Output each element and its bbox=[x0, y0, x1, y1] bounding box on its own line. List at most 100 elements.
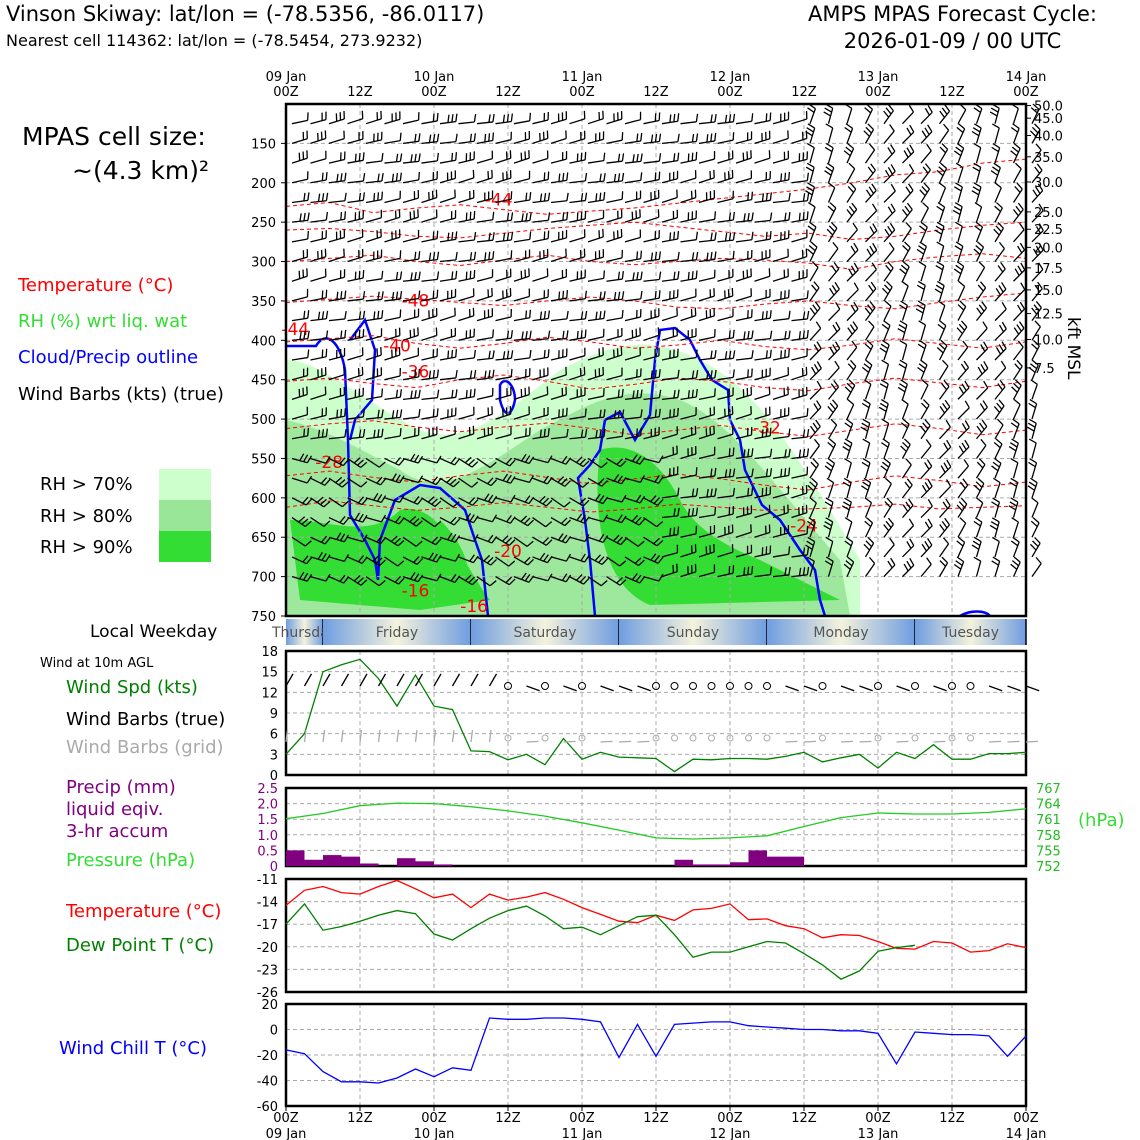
surface-wind-barb bbox=[414, 673, 424, 687]
wind-barb bbox=[717, 113, 736, 125]
wind-barb-flag bbox=[784, 449, 787, 458]
wind-barb-flag bbox=[488, 251, 491, 260]
wind-barb-flag bbox=[399, 132, 402, 141]
wind-barb bbox=[495, 387, 512, 401]
wind-barb-shaft bbox=[421, 517, 436, 528]
wind-barb bbox=[809, 301, 821, 322]
wind-barb-shaft bbox=[310, 337, 327, 341]
wind-barb bbox=[587, 347, 604, 361]
wind-barb-flag bbox=[784, 172, 787, 181]
wind-barb-flag bbox=[527, 519, 534, 527]
wind-barb-flag bbox=[418, 368, 421, 377]
wind-barb-flag bbox=[853, 282, 859, 290]
wind-barb-flag bbox=[908, 164, 915, 172]
wind-barb-shaft bbox=[1031, 442, 1037, 459]
wind-barb-shaft bbox=[384, 576, 399, 585]
wind-barb-flag bbox=[934, 229, 943, 235]
wind-barb-shaft bbox=[476, 576, 491, 587]
wind-barb-flag bbox=[852, 321, 859, 329]
wind-barb-flag bbox=[303, 454, 309, 462]
wind-barb-flag bbox=[843, 563, 851, 570]
wind-barb-shaft bbox=[975, 206, 983, 223]
wind-barb bbox=[569, 130, 586, 145]
wind-barb-flag bbox=[923, 399, 930, 406]
wind-barb-shaft bbox=[310, 356, 327, 361]
wind-barb-shaft bbox=[920, 150, 932, 164]
wind-barb bbox=[606, 153, 625, 164]
pressure-line bbox=[285, 802, 1027, 840]
wind-barb-flag bbox=[543, 310, 547, 320]
wind-barb bbox=[698, 467, 717, 479]
wind-barb-shaft bbox=[883, 383, 889, 400]
wind-barb bbox=[1031, 320, 1041, 341]
wind-barb-flag bbox=[882, 339, 890, 346]
wind-barb-shaft bbox=[643, 517, 658, 528]
wind-barb bbox=[901, 241, 911, 262]
kft-tick-label: 7.5 bbox=[1034, 362, 1055, 377]
wind-barb bbox=[310, 171, 328, 184]
wind-barb-flag bbox=[769, 468, 773, 477]
wind-barb-shaft bbox=[532, 237, 549, 243]
wind-barb-shaft bbox=[938, 543, 950, 558]
wind-barb-flag bbox=[381, 191, 384, 200]
wind-barb bbox=[495, 576, 516, 586]
wind-barb-shaft bbox=[827, 501, 834, 518]
wind-barb-flag bbox=[1011, 146, 1019, 153]
wind-barb-shaft bbox=[365, 576, 380, 587]
wind-barb bbox=[439, 327, 457, 341]
wind-barb-shaft bbox=[754, 512, 770, 519]
calm-wind-circle-grid bbox=[967, 734, 974, 742]
temperature-contour-label: -44 bbox=[281, 320, 309, 340]
wind-barb bbox=[550, 516, 571, 527]
wind-barb-shaft bbox=[587, 298, 604, 302]
wind-barb bbox=[513, 112, 532, 125]
wind-barb bbox=[807, 477, 818, 499]
wind-barb-flag bbox=[524, 573, 531, 582]
wind-barb-flag bbox=[650, 134, 654, 143]
wind-barb bbox=[624, 309, 642, 322]
wind-barb-flag bbox=[919, 241, 927, 247]
wind-barb-shaft bbox=[624, 258, 641, 263]
wind-barb-shaft bbox=[439, 217, 456, 223]
wind-barb bbox=[772, 248, 789, 263]
wind-barb-shaft bbox=[1012, 404, 1021, 420]
wind-barb-flag bbox=[921, 379, 929, 386]
wind-barb-flag bbox=[526, 540, 534, 547]
wind-barb-flag bbox=[302, 555, 309, 563]
wind-barb bbox=[1010, 556, 1021, 577]
wind-barb bbox=[680, 328, 697, 341]
wind-barb bbox=[717, 250, 735, 263]
wind-barb bbox=[347, 429, 366, 440]
wind-barb-flag bbox=[1034, 166, 1041, 174]
wind-barb-flag bbox=[360, 579, 368, 586]
wind-barb bbox=[402, 389, 421, 401]
wind-barb-flag bbox=[339, 533, 346, 541]
wind-barb-flag bbox=[1029, 130, 1037, 137]
temperature-contour-label: -48 bbox=[402, 291, 430, 311]
wind-barb-shaft bbox=[772, 393, 789, 401]
top-hour-label: 12Z bbox=[791, 85, 817, 100]
wind-barb-flag bbox=[469, 389, 472, 398]
wind-barb-flag bbox=[955, 264, 963, 271]
wind-barb-flag bbox=[884, 284, 891, 292]
wind-barb bbox=[532, 310, 551, 322]
wind-barb-flag bbox=[340, 330, 343, 339]
wind-barb-shaft bbox=[439, 315, 456, 322]
wind-barb bbox=[828, 341, 841, 361]
wind-barb-flag bbox=[865, 103, 873, 110]
wind-barb-flag bbox=[899, 339, 907, 346]
wind-barb-flag bbox=[1031, 126, 1039, 134]
wind-barb bbox=[291, 427, 310, 440]
wind-barb-flag bbox=[811, 284, 818, 292]
pressure-tick-label: 761 bbox=[1036, 813, 1061, 828]
wind-barb bbox=[421, 348, 438, 361]
wind-barb-shaft bbox=[476, 158, 493, 164]
wind-barb bbox=[993, 477, 1001, 499]
wind-barb bbox=[310, 428, 329, 440]
surface-wind-barb bbox=[396, 673, 405, 687]
wind-barb-flag bbox=[603, 310, 606, 319]
wind-barb-shaft bbox=[439, 335, 456, 341]
wind-barb-flag bbox=[377, 429, 380, 438]
temperature-contour-label: -24 bbox=[790, 517, 818, 537]
wind-barb bbox=[735, 113, 754, 125]
